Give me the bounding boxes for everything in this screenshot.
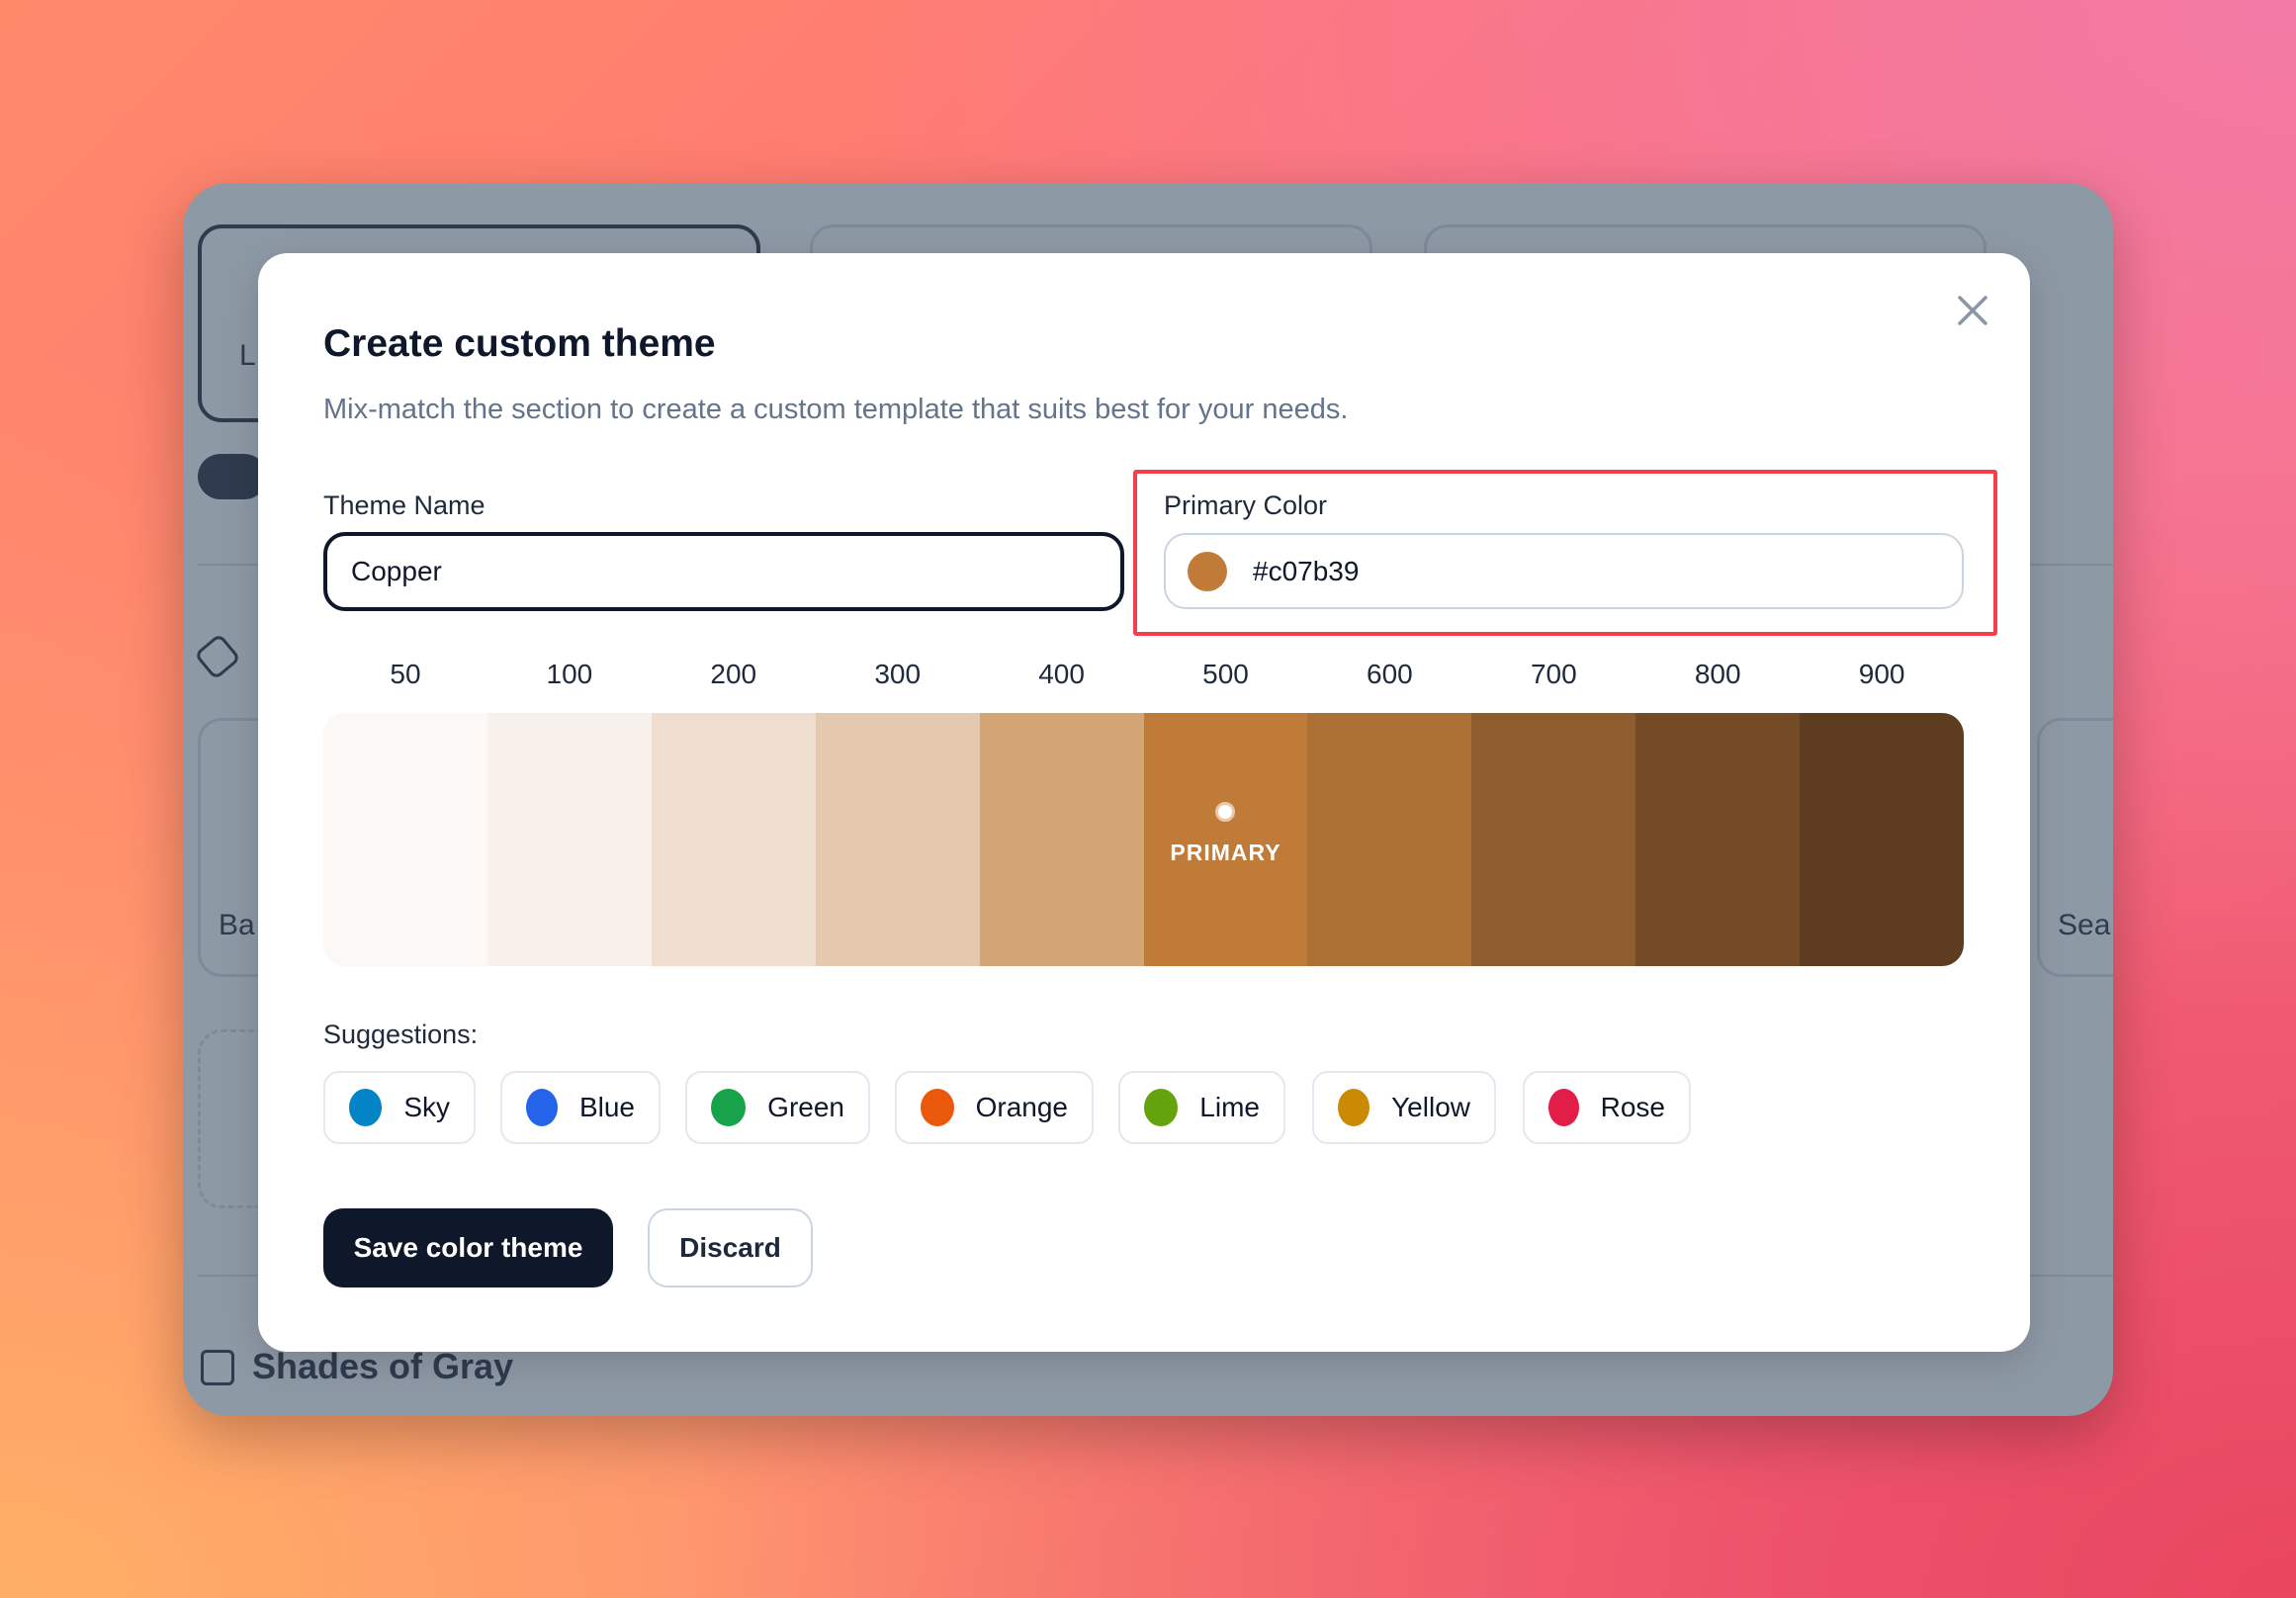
shade-swatch-700[interactable]	[1471, 713, 1636, 966]
shade-label: 400	[1038, 659, 1085, 689]
suggestion-chip-lime[interactable]: Lime	[1118, 1071, 1285, 1144]
primary-badge: PRIMARY	[1170, 840, 1281, 865]
shade-label: 800	[1694, 659, 1741, 689]
suggestion-chip-sky[interactable]: Sky	[323, 1071, 476, 1144]
suggestion-label: Lime	[1199, 1092, 1260, 1122]
shade-swatch-500[interactable]: PRIMARY	[1143, 713, 1308, 966]
shade-swatch-50[interactable]	[323, 713, 487, 966]
suggestions-label: Suggestions:	[323, 1020, 479, 1049]
shade-swatch-400[interactable]	[979, 713, 1144, 966]
shade-label: 50	[390, 659, 421, 689]
suggestion-chip-rose[interactable]: Rose	[1523, 1071, 1691, 1144]
theme-card-label: Sea	[2058, 909, 2111, 941]
suggestion-label: Yellow	[1391, 1092, 1470, 1122]
shade-swatch-800[interactable]	[1635, 713, 1801, 966]
shade-label: 700	[1530, 659, 1577, 689]
shade-swatch-200[interactable]	[651, 713, 816, 966]
discard-button[interactable]: Discard	[648, 1208, 813, 1287]
shade-label: 500	[1202, 659, 1249, 689]
suggestion-chip-yellow[interactable]: Yellow	[1312, 1071, 1496, 1144]
shade-swatch-100[interactable]	[486, 713, 652, 966]
save-color-theme-button[interactable]: Save color theme	[323, 1208, 613, 1287]
suggestion-label: Blue	[578, 1092, 635, 1122]
shade-label: 200	[710, 659, 757, 689]
shade-swatch-300[interactable]	[815, 713, 980, 966]
create-theme-modal: Create custom theme Mix-match the sectio…	[258, 253, 2030, 1352]
toggle-switch[interactable]	[198, 454, 267, 499]
close-button[interactable]	[1955, 293, 1990, 328]
suggestion-chip-blue[interactable]: Blue	[500, 1071, 661, 1144]
shade-label: 900	[1858, 659, 1905, 689]
suggestion-chip-orange[interactable]: Orange	[895, 1071, 1094, 1144]
primary-color-input[interactable]: #c07b39	[1164, 533, 1964, 609]
suggestion-label: Orange	[975, 1092, 1068, 1122]
shade-swatch-600[interactable]	[1307, 713, 1472, 966]
close-icon	[1958, 296, 1987, 325]
shade-labels: 50 100 200 300 400 500 600 700 800 900	[323, 659, 1964, 690]
primary-marker-icon	[1215, 802, 1236, 822]
theme-name-label: Theme Name	[323, 490, 486, 520]
highlight-box	[1133, 470, 1997, 636]
suggestion-label: Sky	[403, 1092, 450, 1122]
suggestion-label: Rose	[1600, 1092, 1665, 1122]
color-dot-icon	[526, 1089, 558, 1126]
color-dot-icon	[1338, 1089, 1370, 1126]
color-dot-icon	[1144, 1089, 1179, 1126]
shade-label: 100	[546, 659, 593, 689]
color-dot-icon	[711, 1089, 747, 1126]
section-title: Shades of Gray	[252, 1346, 514, 1386]
shade-label: 600	[1367, 659, 1413, 689]
modal-title: Create custom theme	[323, 322, 716, 365]
suggestion-chip-green[interactable]: Green	[685, 1071, 870, 1144]
color-dot-icon	[349, 1089, 383, 1126]
theme-card-label: L	[239, 339, 256, 372]
paint-bucket-icon	[194, 633, 241, 680]
modal-subtitle: Mix-match the section to create a custom…	[323, 394, 1349, 425]
theme-name-value: Copper	[351, 556, 442, 586]
theme-card-label: Ba	[219, 909, 255, 941]
swatch-book-icon	[201, 1350, 234, 1385]
primary-color-value: #c07b39	[1253, 555, 1360, 586]
color-swatch-icon[interactable]	[1188, 551, 1227, 591]
shade-swatch-900[interactable]	[1800, 713, 1964, 966]
primary-color-label: Primary Color	[1164, 490, 1328, 520]
color-dot-icon	[921, 1089, 954, 1126]
suggestion-label: Green	[767, 1092, 844, 1122]
shade-palette: PRIMARY	[323, 713, 1964, 966]
shade-label: 300	[874, 659, 922, 689]
theme-name-input[interactable]: Copper	[323, 532, 1124, 611]
color-dot-icon	[1548, 1089, 1579, 1126]
theme-card[interactable]: Sea	[2037, 718, 2113, 977]
